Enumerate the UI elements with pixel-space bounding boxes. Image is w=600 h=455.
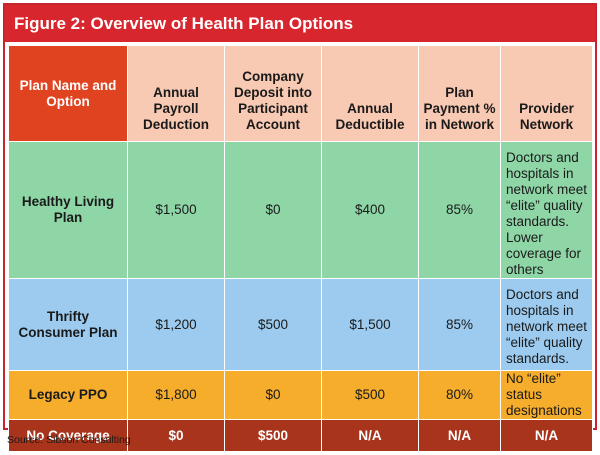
provider-network-cell: Doctors and hospitals in network meet “e… (500, 141, 593, 279)
health-plan-table: Plan Name and Option Annual Payroll Dedu… (8, 45, 593, 452)
header-provider-network: Provider Network (500, 45, 593, 142)
provider-network-cell: No “elite” status designations (500, 370, 593, 420)
header-deductible: Annual Deductible (321, 45, 419, 142)
header-plan-name: Plan Name and Option (8, 45, 128, 142)
plan-name-cell: Thrifty Consumer Plan (8, 278, 128, 371)
header-payroll-deduction: Annual Payroll Deduction (127, 45, 225, 142)
deductible-cell: $1,500 (321, 278, 419, 371)
plan-payment-cell: N/A (418, 419, 501, 452)
plan-payment-cell: 85% (418, 141, 501, 279)
provider-network-cell: Doctors and hospitals in network meet “e… (500, 278, 593, 371)
payroll-deduction-cell: $0 (127, 419, 225, 452)
company-deposit-cell: $500 (224, 419, 322, 452)
plan-name-cell: Healthy Living Plan (8, 141, 128, 279)
payroll-deduction-cell: $1,500 (127, 141, 225, 279)
figure-title: Figure 2: Overview of Health Plan Option… (5, 5, 595, 42)
deductible-cell: $500 (321, 370, 419, 420)
table-row: No Coverage $0 $500 N/A N/A N/A (8, 419, 593, 452)
company-deposit-cell: $0 (224, 370, 322, 420)
header-company-deposit: Company Deposit into Participant Account (224, 45, 322, 142)
table-row: Thrifty Consumer Plan $1,200 $500 $1,500… (8, 278, 593, 371)
table-row: Legacy PPO $1,800 $0 $500 80% No “elite”… (8, 370, 593, 420)
provider-network-cell: N/A (500, 419, 593, 452)
payroll-deduction-cell: $1,800 (127, 370, 225, 420)
deductible-cell: $400 (321, 141, 419, 279)
figure-frame: Figure 2: Overview of Health Plan Option… (3, 3, 597, 452)
header-plan-payment: Plan Payment % in Network (418, 45, 501, 142)
payroll-deduction-cell: $1,200 (127, 278, 225, 371)
plan-payment-cell: 85% (418, 278, 501, 371)
company-deposit-cell: $0 (224, 141, 322, 279)
table-row: Healthy Living Plan $1,500 $0 $400 85% D… (8, 141, 593, 279)
deductible-cell: N/A (321, 419, 419, 452)
plan-name-cell: No Coverage (8, 419, 128, 452)
source-caption: Source: Sibson Consulting (7, 434, 131, 446)
plan-payment-cell: 80% (418, 370, 501, 420)
plan-name-cell: Legacy PPO (8, 370, 128, 420)
header-row: Plan Name and Option Annual Payroll Dedu… (8, 45, 593, 142)
company-deposit-cell: $500 (224, 278, 322, 371)
